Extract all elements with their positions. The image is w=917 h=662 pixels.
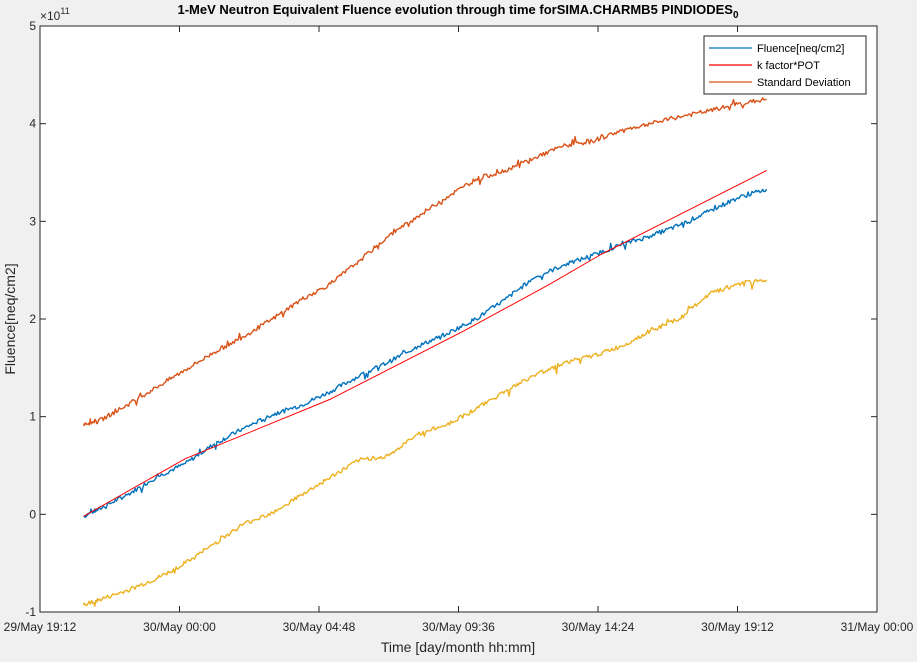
- x-axis-label: Time [day/month hh:mm]: [381, 639, 535, 655]
- y-exponent: ×1011: [40, 6, 70, 23]
- x-tick-label: 30/May 14:24: [562, 620, 635, 634]
- series-line-fluence-neq-cm2: [83, 188, 768, 519]
- series-line-k-factor-pot: [83, 170, 767, 517]
- legend: Fluence[neq/cm2] k factor*POT Standard Dev…: [703, 35, 867, 95]
- legend-entry-label: Standard Deviation: [757, 77, 851, 89]
- plot-area: [40, 26, 877, 612]
- y-tick-label: 2: [29, 312, 36, 326]
- y-tick-label: 4: [29, 117, 36, 131]
- legend-entry-label: k factor*POT: [757, 60, 820, 72]
- chart-title-main: 1-MeV Neutron Equivalent Fluence evoluti…: [178, 2, 734, 17]
- chart-title: 1-MeV Neutron Equivalent Fluence evoluti…: [178, 2, 739, 21]
- y-tick-label: 1: [29, 410, 36, 424]
- legend-entry-label: Fluence[neq/cm2]: [757, 43, 844, 55]
- series-layer: [82, 97, 768, 607]
- x-tick-label: 30/May 00:00: [143, 620, 216, 634]
- y-exponent-base: ×10: [40, 9, 61, 23]
- ticks-layer: 29/May 19:12 30/May 00:00 30/May 04:48 30/M…: [4, 19, 914, 634]
- y-exponent-power: 11: [60, 6, 69, 16]
- x-tick-label: 31/May 00:00: [841, 620, 914, 634]
- chart-title-subscript: 0: [733, 10, 739, 21]
- y-tick-label: -1: [25, 605, 36, 619]
- x-tick-label: 30/May 09:36: [422, 620, 495, 634]
- series-line-standard-deviation: [82, 97, 767, 427]
- y-axis-label: Fluence[neq/cm2]: [2, 263, 18, 374]
- y-tick-label: 0: [29, 507, 36, 521]
- x-tick-label: 30/May 04:48: [283, 620, 356, 634]
- x-tick-label: 29/May 19:12: [4, 620, 77, 634]
- x-tick-label: 30/May 19:12: [701, 620, 774, 634]
- series-line-lower-bound: [82, 278, 768, 607]
- y-tick-label: 5: [29, 19, 36, 33]
- y-tick-label: 3: [29, 214, 36, 228]
- legend-items: Fluence[neq/cm2] k factor*POT Standard Dev…: [709, 43, 851, 89]
